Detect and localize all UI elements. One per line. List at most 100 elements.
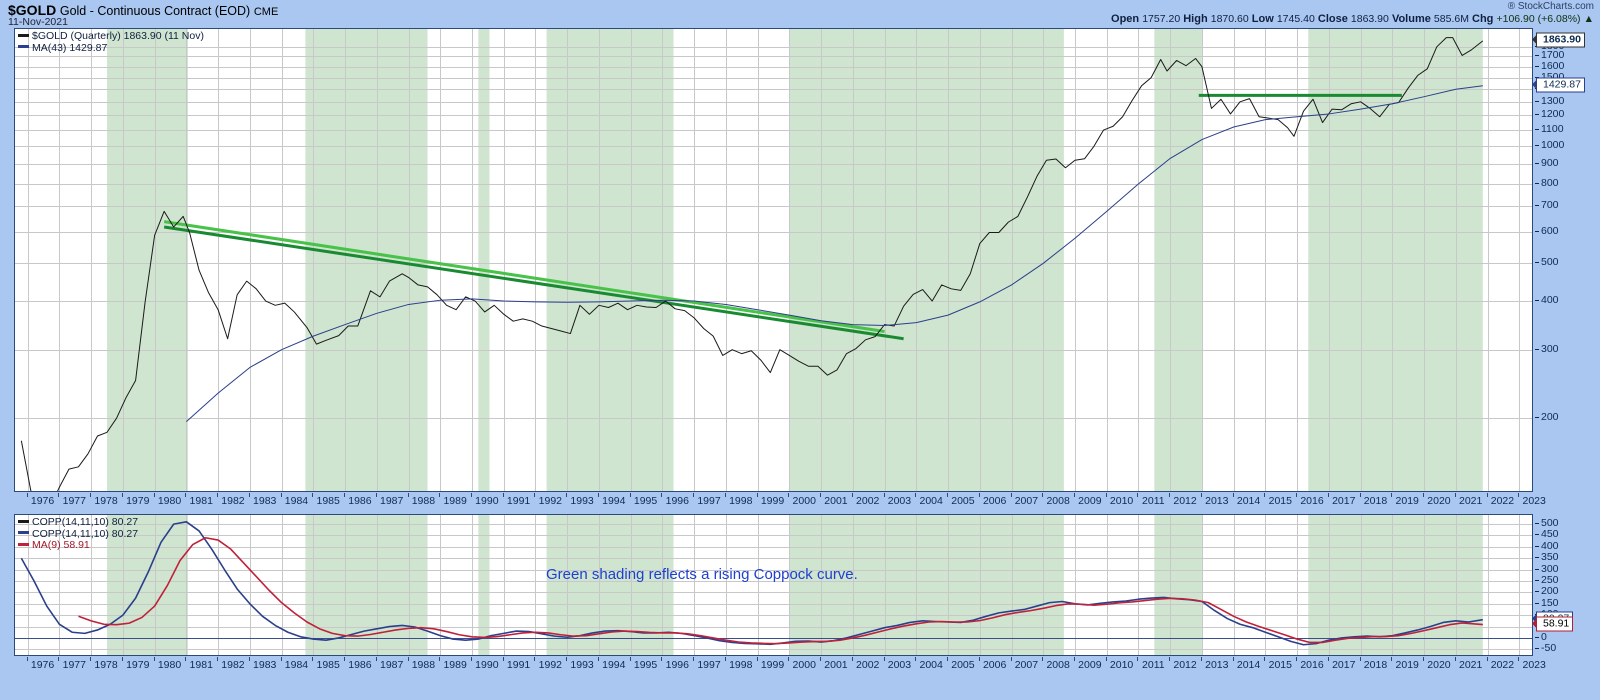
x-axis-tick-mark [1011,657,1012,661]
shaded-region [1154,515,1202,655]
x-axis-year-label: 2014 [1236,659,1261,671]
x-axis-year-label: 2002 [856,659,880,671]
price-chart-panel[interactable] [14,28,1533,492]
y-axis-tick-mark [1535,231,1539,232]
legend-row[interactable]: MA(43) 1429.87 [18,42,204,55]
x-axis-year-label: 1990 [475,659,499,671]
x-axis-year-label: 1979 [126,659,150,671]
y-axis-tick-mark [1535,163,1539,164]
y-axis-tick-mark [1535,603,1539,604]
y-axis-tick-mark [1535,417,1539,418]
x-axis-year-label: 2004 [919,659,943,671]
y-axis-value-flag: 1429.87 [1536,77,1585,93]
x-axis-tick-mark [661,657,662,661]
x-axis-tick-mark [1455,493,1456,497]
x-axis-tick-mark [1042,657,1043,661]
y-axis-tick-mark [1535,300,1539,301]
x-axis-tick-mark [915,493,916,497]
legend-label: COPP(14,11,10) 80.27 [32,527,139,540]
y-axis-tick-label: 1600 [1541,59,1565,72]
x-axis-tick-mark [1074,493,1075,497]
x-axis-tick-mark [947,493,948,497]
quote-date: 11-Nov-2021 [8,16,68,28]
x-axis-year-label: 2011 [1142,495,1165,507]
x-axis-year-label: 2017 [1332,659,1356,671]
x-axis-tick-mark [788,657,789,661]
legend-row[interactable]: COPP(14,11,10) 80.27 [18,516,138,529]
series-ma-9- [78,536,1483,645]
x-axis-year-label: 1982 [221,659,245,671]
x-axis-year-label: 1977 [62,659,86,671]
chg-up-arrow-icon: ▲ [1583,13,1594,25]
x-axis-year-label: 2011 [1142,659,1165,671]
x-axis-tick-mark [1518,657,1519,661]
x-axis-year-label: 2006 [982,495,1007,507]
legend-color-swatch-icon [18,542,29,546]
x-axis-tick-mark [788,493,789,497]
x-axis-tick-mark [27,493,28,497]
series-ma-43- [186,85,1483,422]
x-axis-year-label: 2003 [887,495,912,507]
x-axis-tick-mark [693,657,694,661]
x-axis-year-label: 1987 [379,495,404,507]
legend-row[interactable]: MA(9) 58.91 [18,539,138,552]
x-axis-year-label: 2019 [1395,495,1419,507]
y-axis-tick-label: 200 [1541,585,1559,598]
x-axis-tick-mark [725,657,726,661]
x-axis-year-label: 1991 [506,495,531,507]
chg-label: Chg [1472,13,1494,25]
coppock-indicator-panel[interactable] [14,514,1533,656]
y-axis-tick-label: 1200 [1541,108,1565,121]
shaded-region [546,29,674,491]
x-axis-year-label: 2009 [1078,495,1102,507]
x-axis-tick-mark [693,493,694,497]
x-axis-year-label: 1983 [253,495,277,507]
x-axis-tick-mark [154,493,155,497]
y-axis-tick-mark [1535,101,1539,102]
y-axis-tick-label: 1300 [1541,94,1565,107]
x-axis-year-label: 2018 [1363,495,1388,507]
x-axis-tick-mark [884,493,885,497]
y-axis-tick-mark [1535,129,1539,130]
x-axis-year-label: 1980 [157,659,182,671]
x-axis-tick-mark [1487,657,1488,661]
x-axis-tick-mark [1137,493,1138,497]
legend-row[interactable]: $GOLD (Quarterly) 1863.90 (11 Nov) [18,30,204,43]
shaded-region [478,29,490,491]
x-axis-year-label: 2023 [1522,495,1546,507]
x-axis-year-label: 2001 [824,495,848,507]
x-axis-year-label: 1995 [633,495,658,507]
x-axis-tick-mark [281,657,282,661]
y-axis-tick-mark [1535,183,1539,184]
shaded-region [1308,29,1483,491]
x-axis-tick-mark [1328,493,1329,497]
x-axis-year-label: 2016 [1300,495,1324,507]
legend-row[interactable]: COPP(14,11,10) 80.27 [18,527,139,541]
x-axis-tick-mark [661,493,662,497]
y-axis-value-flag: 1863.90 [1536,32,1585,48]
x-axis-year-label: 1976 [30,659,55,671]
y-axis-tick-label: 150 [1541,596,1559,609]
exchange-label: CME [253,6,279,18]
x-axis-tick-mark [185,657,186,661]
shaded-region [478,515,490,655]
x-axis-tick-mark [852,657,853,661]
x-axis-tick-mark [122,493,123,497]
x-axis-tick-mark [122,657,123,661]
price-plot-area [15,29,1532,491]
x-axis-year-label: 1991 [506,659,531,671]
y-axis-tick-label: 1000 [1541,139,1565,152]
x-axis-year-label: 2023 [1522,659,1546,671]
x-axis-tick-mark [820,657,821,661]
x-axis-year-label: 1997 [697,659,721,671]
x-axis-tick-mark [1233,493,1234,497]
y-axis-tick-mark [1535,546,1539,547]
x-axis-tick-mark [217,493,218,497]
x-axis-year-label: 1981 [189,495,213,507]
x-axis-tick-mark [1201,657,1202,661]
x-axis-year-label: 1995 [633,659,658,671]
x-axis-tick-mark [725,493,726,497]
x-axis-year-label: 1986 [348,495,372,507]
y-axis-tick-label: 0 [1541,630,1547,643]
x-axis-year-label: 1990 [475,495,499,507]
